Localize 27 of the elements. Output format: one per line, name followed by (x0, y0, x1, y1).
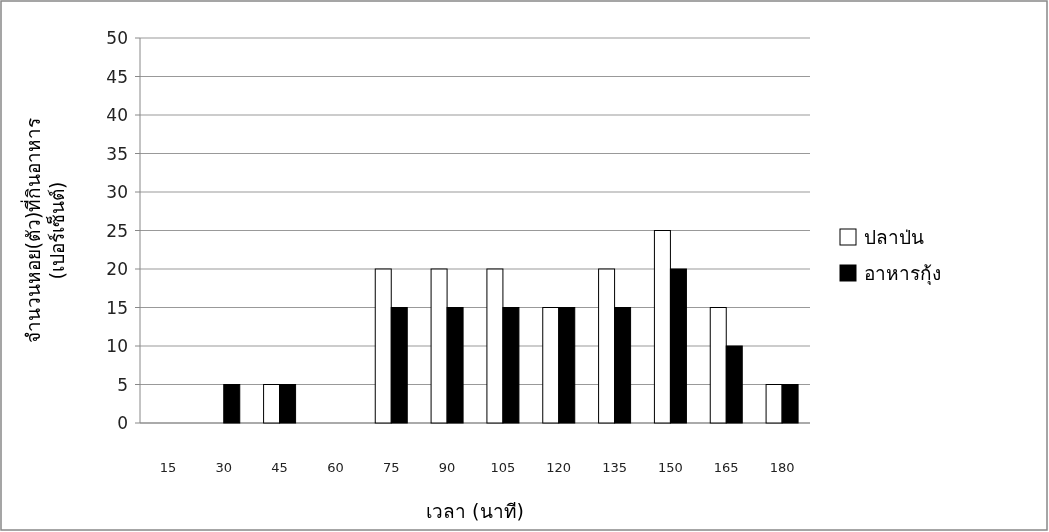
y-tick-label: 20 (106, 259, 128, 279)
x-tick-label: 75 (382, 460, 400, 475)
y-tick-label: 30 (106, 182, 128, 202)
y-tick-label: 15 (106, 297, 128, 318)
y-tick-label: 25 (106, 220, 128, 241)
x-tick-label: 15 (159, 460, 177, 475)
x-tick-label: 150 (658, 460, 683, 475)
x-axis-title: เวลา (นาที) (426, 500, 524, 522)
x-tick-label: 120 (546, 460, 572, 475)
legend-label: อาหารกุ้ง (864, 262, 941, 286)
x-tick-label: 90 (438, 460, 456, 475)
x-tick-label: 105 (490, 460, 516, 475)
x-tick-label: 180 (769, 460, 795, 475)
y-tick-label: 35 (106, 143, 128, 164)
y-tick-label: 50 (106, 28, 128, 48)
y-tick-label: 5 (117, 374, 128, 395)
y-tick-label: 40 (106, 105, 128, 125)
y-tick-label: 45 (106, 66, 128, 87)
legend-label: ปลาป่น (864, 226, 924, 248)
y-tick-label: 0 (117, 413, 128, 433)
x-tick-label: 45 (271, 460, 288, 475)
y-tick-label: 10 (106, 336, 128, 356)
x-tick-label: 165 (713, 460, 739, 475)
x-tick-label: 135 (602, 460, 627, 475)
y-axis-title: จำนวนหอย(ตัว)ที่กินอาหาร (เปอร์เซ็นต์) (20, 117, 68, 344)
x-tick-label: 60 (327, 460, 344, 475)
x-tick-label: 30 (215, 460, 233, 475)
